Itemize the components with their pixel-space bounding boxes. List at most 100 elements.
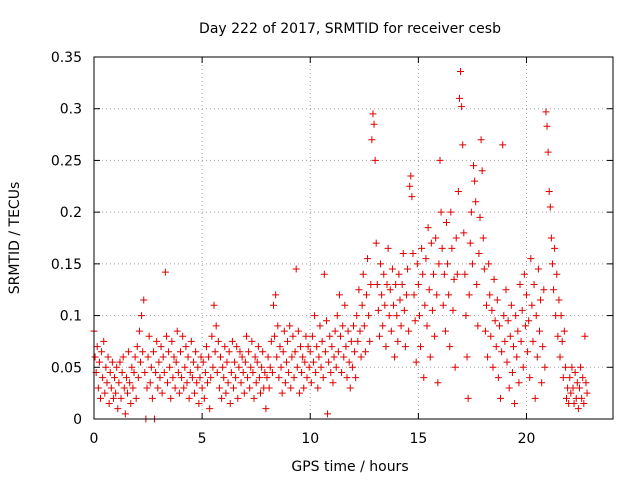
data-point — [551, 244, 559, 252]
data-point — [265, 384, 273, 392]
data-point — [392, 281, 400, 289]
x-tick-label: 10 — [301, 431, 319, 447]
data-point — [533, 353, 541, 361]
data-point — [144, 353, 152, 361]
data-point — [235, 363, 243, 371]
y-tick-label: 0.2 — [60, 205, 82, 221]
data-point — [449, 306, 457, 314]
data-point — [233, 343, 241, 351]
data-point — [173, 327, 181, 335]
data-point — [462, 312, 470, 320]
data-point — [214, 337, 222, 345]
data-point — [418, 244, 426, 252]
data-point — [109, 394, 117, 402]
data-point — [134, 374, 142, 382]
data-point — [188, 374, 196, 382]
data-point — [155, 358, 163, 366]
data-point — [341, 301, 349, 309]
data-point — [573, 379, 581, 387]
data-point — [499, 141, 507, 149]
data-point — [164, 379, 172, 387]
data-point — [414, 281, 422, 289]
data-point — [217, 353, 225, 361]
data-point — [472, 198, 480, 206]
data-point — [540, 286, 548, 294]
data-point — [314, 384, 322, 392]
data-point — [211, 348, 219, 356]
data-point — [448, 244, 456, 252]
data-point — [515, 379, 523, 387]
data-point — [191, 389, 199, 397]
data-point — [342, 343, 350, 351]
data-point — [382, 343, 390, 351]
data-point — [307, 379, 315, 387]
data-point — [479, 234, 487, 242]
data-point — [126, 379, 134, 387]
data-point — [435, 260, 443, 268]
data-point — [519, 363, 527, 371]
data-point — [492, 343, 500, 351]
data-point — [278, 389, 286, 397]
data-point — [171, 384, 179, 392]
data-point — [103, 379, 111, 387]
data-point — [297, 343, 305, 351]
data-point — [127, 399, 135, 407]
data-point — [547, 234, 555, 242]
data-point — [412, 358, 420, 366]
data-point — [399, 250, 407, 258]
data-point — [530, 281, 538, 289]
data-point — [445, 291, 453, 299]
data-point — [301, 358, 309, 366]
data-point — [568, 363, 576, 371]
data-point — [528, 301, 536, 309]
data-point — [543, 122, 551, 130]
data-point — [308, 332, 316, 340]
y-tick-label: 0.3 — [60, 102, 82, 118]
data-point — [200, 394, 208, 402]
data-point — [213, 368, 221, 376]
data-point — [495, 322, 503, 330]
data-point — [497, 394, 505, 402]
data-point — [460, 229, 468, 237]
data-point — [287, 384, 295, 392]
data-point — [477, 136, 485, 144]
data-point — [373, 281, 381, 289]
data-point — [167, 394, 175, 402]
data-point — [246, 384, 254, 392]
y-tick-label: 0.05 — [51, 360, 82, 376]
data-point — [372, 239, 380, 247]
data-point — [538, 379, 546, 387]
data-point — [560, 327, 568, 335]
data-point — [273, 353, 281, 361]
data-point — [537, 296, 545, 304]
data-point — [165, 348, 173, 356]
data-point — [331, 327, 339, 335]
data-point — [523, 291, 530, 299]
data-point — [512, 312, 520, 320]
data-point — [397, 322, 405, 330]
data-point — [124, 389, 132, 397]
data-point — [279, 348, 287, 356]
data-point — [488, 306, 496, 314]
data-point — [548, 260, 556, 268]
x-tick-label: 15 — [409, 431, 427, 447]
data-point — [563, 394, 571, 402]
data-point — [430, 270, 438, 278]
data-point — [298, 368, 306, 376]
data-point — [286, 322, 294, 330]
data-point — [502, 286, 510, 294]
data-point — [251, 353, 259, 361]
data-point — [274, 322, 282, 330]
data-point — [241, 358, 249, 366]
data-point — [159, 353, 167, 361]
data-point — [520, 270, 528, 278]
data-point — [289, 332, 297, 340]
data-point — [405, 327, 413, 335]
data-point — [411, 317, 419, 325]
data-point — [447, 208, 455, 216]
data-point — [96, 394, 104, 402]
data-point — [253, 358, 261, 366]
data-point — [432, 234, 440, 242]
data-point — [513, 353, 521, 361]
data-point — [380, 270, 388, 278]
